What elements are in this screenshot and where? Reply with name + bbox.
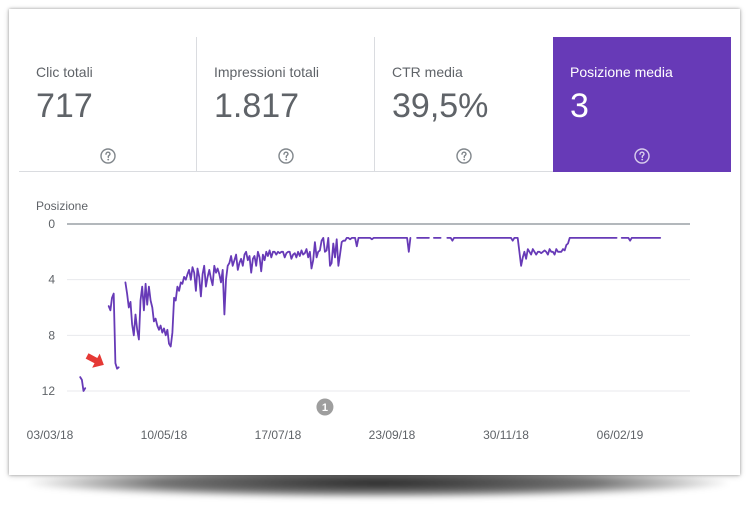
- series-line-segment: [107, 292, 120, 370]
- metrics-row: Clic totali 717 Impressioni totali 1.817…: [19, 37, 731, 182]
- metric-value: 717: [36, 87, 93, 125]
- position-chart: Posizione 0 4 8 12 03/03/18 10/05/18 17/07/18…: [9, 9, 740, 475]
- series-line-segment: [446, 236, 618, 267]
- help-icon[interactable]: [99, 148, 116, 164]
- red-arrow-icon: [85, 353, 104, 368]
- help-icon[interactable]: [277, 148, 294, 164]
- metric-total-impressions[interactable]: Impressioni totali 1.817: [197, 37, 375, 172]
- metric-average-position[interactable]: Posizione media 3: [553, 37, 731, 172]
- x-tick-label: 10/05/18: [141, 428, 188, 442]
- performance-card: Clic totali 717 Impressioni totali 1.817…: [9, 9, 740, 475]
- metric-label: CTR media: [392, 64, 463, 80]
- x-tick-label: 17/07/18: [255, 428, 302, 442]
- series-line-segment: [124, 236, 412, 348]
- help-icon[interactable]: [634, 148, 650, 164]
- metric-value: 3: [570, 87, 589, 125]
- metric-label: Posizione media: [570, 64, 673, 80]
- position-line-chart: Posizione 0 4 8 12 03/03/18 10/05/18 17/07/18…: [27, 199, 690, 442]
- x-tick-label: 23/09/18: [369, 428, 416, 442]
- y-axis-title: Posizione: [36, 199, 88, 213]
- annotation-marker[interactable]: 1: [316, 398, 334, 416]
- x-tick-label: 06/02/19: [597, 428, 644, 442]
- x-tick-label: 30/11/18: [483, 428, 529, 442]
- metric-total-clicks[interactable]: Clic totali 717: [19, 37, 197, 172]
- arrow-shape: [85, 353, 104, 368]
- series-line-segment: [79, 376, 87, 392]
- y-tick-label: 4: [48, 273, 55, 287]
- x-tick-label: 03/03/18: [27, 428, 74, 442]
- y-tick-label: 12: [42, 384, 56, 398]
- metric-value: 1.817: [214, 87, 300, 125]
- metric-value: 39,5%: [392, 87, 489, 125]
- metric-label: Clic totali: [36, 64, 93, 80]
- y-tick-label: 8: [48, 328, 55, 342]
- metric-average-ctr[interactable]: CTR media 39,5%: [375, 37, 553, 172]
- annotation-marker-label: 1: [322, 402, 328, 414]
- annotation-marker-circle: [316, 398, 334, 416]
- y-tick-label: 0: [48, 217, 55, 231]
- help-icon[interactable]: [456, 148, 472, 164]
- series-line-segment: [620, 236, 662, 242]
- metric-label: Impressioni totali: [214, 64, 320, 80]
